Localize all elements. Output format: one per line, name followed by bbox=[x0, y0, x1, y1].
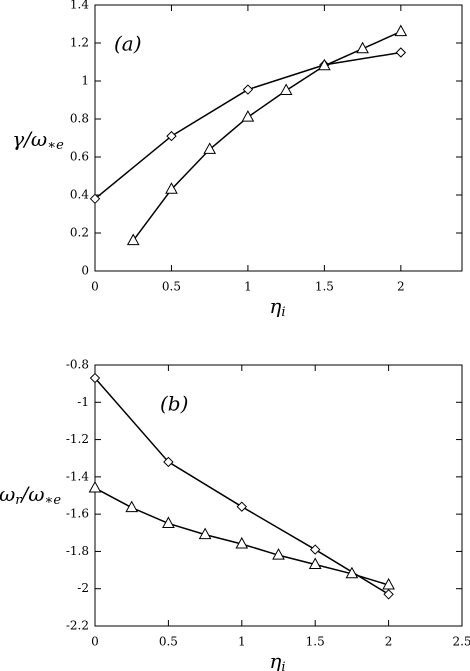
y-tick-label: -1 bbox=[77, 395, 89, 409]
marker bbox=[166, 130, 177, 142]
marker bbox=[88, 481, 102, 493]
y-tick-label: -2 bbox=[77, 581, 89, 595]
y-tick-label: -1.2 bbox=[66, 432, 89, 446]
x-tick-label: 0 bbox=[91, 280, 99, 294]
x-axis-label-sub: i bbox=[281, 660, 285, 671]
marker bbox=[318, 58, 331, 71]
x-tick-label: 1 bbox=[244, 280, 252, 294]
y-tick-label: -1.8 bbox=[66, 544, 89, 558]
y-tick-label: -2.2 bbox=[66, 619, 89, 633]
marker bbox=[198, 527, 212, 540]
series-line bbox=[94, 51, 401, 200]
marker bbox=[345, 566, 359, 579]
marker bbox=[126, 233, 140, 246]
x-axis-label-main: η bbox=[269, 294, 281, 318]
series-line bbox=[94, 377, 389, 595]
x-tick-label: 2.5 bbox=[452, 635, 470, 649]
y-axis-label: ωr/ω∗e bbox=[0, 482, 61, 508]
x-tick-label: 1 bbox=[238, 635, 246, 649]
marker bbox=[382, 577, 395, 590]
y-tick-label: -1.4 bbox=[66, 469, 90, 483]
series-line bbox=[132, 30, 402, 242]
y-axis-label-main: γ/ω bbox=[12, 127, 47, 151]
x-axis-label: ηi bbox=[269, 649, 285, 671]
x-axis-label-sub: i bbox=[281, 305, 285, 320]
marker bbox=[203, 142, 217, 154]
x-tick-label: 2 bbox=[385, 635, 393, 649]
marker bbox=[236, 501, 248, 512]
marker bbox=[308, 557, 322, 569]
marker bbox=[89, 372, 101, 384]
y-axis-label-main: ω bbox=[0, 482, 15, 506]
marker bbox=[279, 83, 293, 95]
marker bbox=[241, 110, 255, 122]
x-tick-label: 0.5 bbox=[162, 280, 181, 294]
y-tick-label: 1 bbox=[81, 74, 89, 88]
y-tick-label: -1.6 bbox=[66, 507, 89, 521]
panel-label: (a) bbox=[114, 32, 142, 56]
marker bbox=[356, 41, 369, 54]
y-tick-label: 1.4 bbox=[70, 0, 89, 12]
marker bbox=[235, 536, 249, 549]
x-axis-label-main: η bbox=[269, 649, 281, 671]
y-axis-label-rest: /ω bbox=[19, 482, 44, 506]
plot-frame bbox=[94, 4, 463, 272]
y-tick-label: 0.2 bbox=[70, 226, 89, 240]
marker bbox=[125, 500, 139, 513]
x-tick-label: 1.5 bbox=[315, 280, 334, 294]
y-axis-label-sub: r bbox=[15, 493, 22, 508]
y-axis-label-sub: ∗e bbox=[45, 493, 62, 508]
marker bbox=[242, 84, 254, 95]
marker bbox=[394, 24, 408, 37]
x-tick-label: 2 bbox=[397, 280, 405, 294]
marker bbox=[89, 193, 101, 205]
marker bbox=[165, 182, 178, 194]
panel-label: (b) bbox=[160, 392, 188, 416]
y-tick-label: 0 bbox=[81, 264, 89, 278]
y-axis-label: γ/ω∗e bbox=[12, 127, 64, 153]
x-tick-label: 0.5 bbox=[159, 635, 178, 649]
y-tick-label: 0.8 bbox=[70, 112, 89, 126]
y-tick-label: -0.8 bbox=[66, 358, 89, 372]
marker bbox=[162, 516, 175, 528]
marker bbox=[272, 548, 285, 560]
marker bbox=[309, 544, 321, 555]
marker bbox=[395, 47, 407, 58]
x-tick-label: 0 bbox=[91, 635, 99, 649]
marker bbox=[383, 589, 394, 600]
y-tick-label: 0.4 bbox=[70, 188, 89, 202]
y-tick-label: 0.6 bbox=[70, 150, 89, 164]
plot-frame bbox=[94, 364, 463, 627]
y-tick-label: 1.2 bbox=[70, 36, 89, 50]
y-axis-label-sub: ∗e bbox=[47, 138, 64, 153]
x-tick-label: 1.5 bbox=[306, 635, 325, 649]
x-axis-label: ηi bbox=[269, 294, 285, 320]
marker bbox=[163, 456, 174, 468]
